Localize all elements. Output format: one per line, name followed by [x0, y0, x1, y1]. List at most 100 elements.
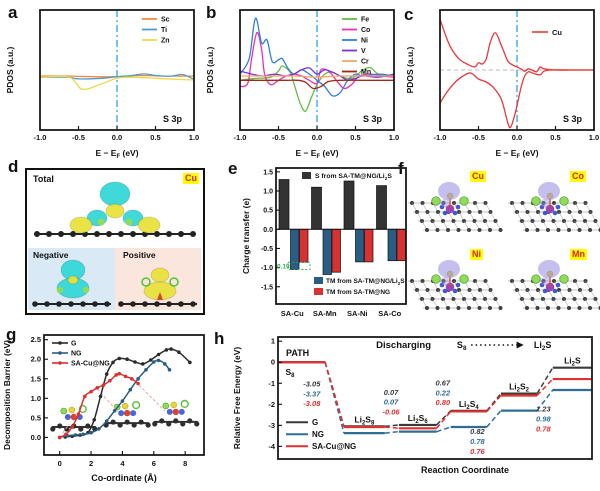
data-point: [83, 394, 87, 399]
carbon-atom: [425, 306, 429, 310]
header-to: Li2S: [534, 340, 552, 352]
axis-box: [277, 336, 593, 460]
orbital-annotation: S 3p: [363, 114, 383, 124]
total-label: Total: [33, 174, 54, 184]
data-point: [163, 362, 167, 366]
dipole-arrow: [157, 292, 163, 300]
x-tick-label: 4: [120, 459, 125, 468]
carbon-atom: [446, 228, 450, 232]
molecule-inset: [152, 399, 200, 427]
n-atom: [539, 282, 545, 288]
y-tick-label: -1: [268, 379, 275, 388]
legend-label: Fe: [361, 17, 369, 24]
transition-SA-Cu@NG: [536, 378, 554, 396]
x-tick-label: 1.0: [589, 133, 599, 142]
data-point: [156, 358, 161, 363]
legend-swatch: [302, 172, 311, 179]
li-atom: [531, 274, 541, 284]
path-header: PATH: [286, 348, 309, 358]
data-point: [73, 433, 78, 437]
spin-density-art: [408, 182, 600, 310]
carbon-atom: [525, 306, 529, 310]
species-label: Li2S: [564, 356, 581, 368]
spin-isosurface: [438, 260, 460, 278]
li-atom: [559, 274, 569, 284]
carbon-atom: [456, 306, 461, 310]
transition-SA-Cu@NG: [486, 394, 502, 412]
carbon-atom: [546, 228, 550, 232]
structure-cell: [408, 182, 503, 232]
legend-label: TM from SA-TM@NG/Li2S: [326, 278, 405, 286]
data-point: [114, 373, 118, 377]
bar-TM from SA-TM@NG/Li[2]S: [322, 228, 332, 275]
carbon-atom: [567, 306, 571, 310]
n-atom: [439, 282, 445, 288]
li-atom: [459, 196, 469, 206]
step-energy-label: 0.98: [536, 415, 551, 424]
carbon-atom: [56, 301, 62, 307]
isosurface-blob: [67, 275, 79, 285]
x-tick-label: 8: [183, 459, 187, 468]
n-atom: [542, 210, 548, 216]
y-axis-label: PDOS (a.u.): [405, 46, 415, 93]
step-energy-label: 0.07: [384, 388, 399, 397]
carbon-atom: [546, 306, 550, 310]
data-point: [104, 419, 109, 423]
bar-S from SA-TM@NG/Li[2]S: [311, 186, 322, 230]
step-energy-label: 0.76: [470, 447, 485, 456]
x-tick-label: 6: [152, 459, 156, 468]
n-atom: [439, 204, 445, 210]
transition-NG: [384, 430, 399, 434]
legend-label: Sc: [161, 17, 170, 24]
bar-TM from SA-TM@NG: [364, 228, 374, 263]
panel-letter-g: g: [6, 325, 17, 344]
carbon-atom: [435, 228, 440, 232]
axis-box: [275, 167, 407, 305]
carbon-atom: [154, 231, 160, 237]
data-point: [136, 377, 140, 381]
n-atom: [555, 204, 561, 210]
element-badge-cu2: Cu: [470, 171, 486, 182]
n-atom: [452, 288, 458, 294]
series-NG: [59, 359, 171, 439]
element-badge-mn: Mn: [570, 249, 587, 260]
n-atom: [539, 204, 545, 210]
step-energy-label: 0.78: [470, 437, 485, 446]
inset-pointer: [62, 423, 70, 434]
header-from: S8: [457, 340, 467, 352]
transition-G: [536, 367, 554, 394]
step-energy-label: -0.06: [382, 408, 400, 417]
orbital-annotation: S 3p: [163, 114, 183, 124]
carbon-atom: [166, 301, 172, 307]
legend-label: G: [312, 418, 318, 427]
isosurface-blob: [69, 216, 93, 234]
carbon-atom: [488, 306, 492, 310]
data-point: [57, 435, 62, 440]
carbon-atom: [130, 301, 136, 307]
data-point: [144, 368, 148, 372]
carbon-atom: [142, 301, 148, 307]
data-point: [112, 409, 117, 413]
carbon-atom: [104, 301, 110, 307]
carbon-atom: [588, 228, 592, 232]
category-label: SA-Co: [378, 309, 401, 318]
transition-NG: [486, 410, 502, 428]
element-badge-co: Co: [570, 171, 586, 182]
legend-label: SA-Cu@NG: [71, 361, 110, 368]
bar-S from SA-TM@NG/Li[2]S: [376, 185, 387, 230]
legend-label: TM from SA-TM@NG: [326, 289, 390, 296]
series-Zn: [39, 75, 195, 91]
x-axis-label: Co-ordinate (Å): [91, 473, 157, 483]
legend-label: Mn: [361, 69, 371, 76]
data-point: [133, 360, 137, 364]
y-tick-label: 1.5: [31, 374, 41, 383]
x-axis-label: E − EF (eV): [95, 148, 138, 160]
n-atom: [455, 204, 461, 210]
panel-letter-h: h: [214, 329, 225, 348]
element-badge-cu: Cu: [183, 173, 199, 184]
isosurface-blob: [99, 181, 131, 207]
data-point: [111, 360, 115, 365]
n-atom: [442, 288, 448, 294]
x-tick-label: 1.0: [189, 133, 199, 142]
